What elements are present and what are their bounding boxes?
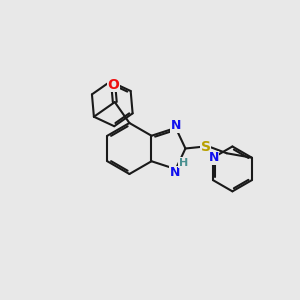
Text: N: N bbox=[170, 166, 180, 179]
Text: H: H bbox=[178, 158, 188, 167]
Text: O: O bbox=[108, 77, 119, 92]
Text: N: N bbox=[208, 151, 219, 164]
Text: N: N bbox=[171, 119, 181, 132]
Text: S: S bbox=[201, 140, 211, 154]
